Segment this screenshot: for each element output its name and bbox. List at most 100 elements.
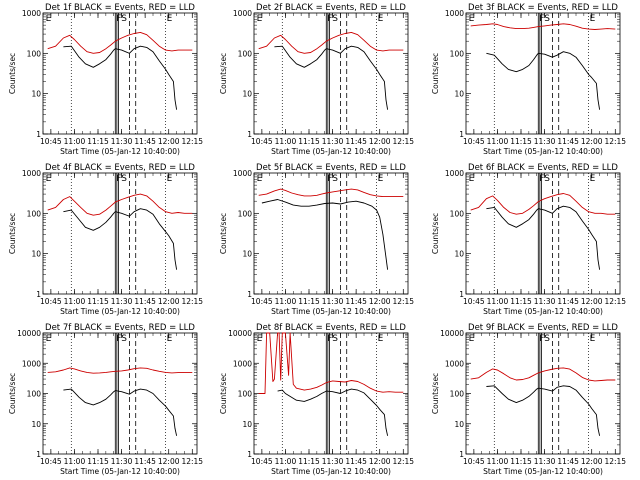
top-marker-label: FS <box>116 14 127 24</box>
x-tick-label: 11:15 <box>298 457 320 466</box>
x-tick-label: 11:15 <box>87 297 109 306</box>
plot-frame <box>465 172 621 295</box>
x-tick-label: 11:45 <box>557 137 579 146</box>
x-tick-label: 11:30 <box>322 137 344 146</box>
y-axis-label: Counts/sec <box>219 213 228 254</box>
x-tick-label: 10:45 <box>40 137 62 146</box>
y-axis-label: Counts/sec <box>431 53 440 94</box>
top-marker-label: E <box>590 14 596 24</box>
top-marker-label: FS <box>539 14 550 24</box>
y-axis-label: Counts/sec <box>8 213 17 254</box>
x-tick-label: 11:45 <box>134 137 156 146</box>
series-line-lld <box>47 367 193 374</box>
series-line-lld <box>470 367 616 382</box>
series-line-events <box>277 388 389 436</box>
x-tick-label: 12:15 <box>181 137 203 146</box>
y-axis-label: Counts/sec <box>219 53 228 94</box>
plot-frame <box>253 12 409 135</box>
top-marker-label: FS <box>327 334 338 344</box>
y-tick-label: 10000 <box>228 329 252 338</box>
x-axis-label: Start Time (05-Jan-12 10:40:00) <box>483 467 603 476</box>
series-line-events <box>486 51 601 110</box>
y-tick-label: 100 <box>238 209 253 218</box>
y-tick-label: 10 <box>31 90 41 99</box>
series-line-events <box>486 385 601 436</box>
x-tick-label: 11:15 <box>510 137 532 146</box>
plot-frame <box>465 12 621 135</box>
x-tick-label: 11:00 <box>487 457 509 466</box>
top-marker-label: FS <box>327 14 338 24</box>
plot-frame <box>253 172 409 295</box>
top-marker-label: E <box>590 174 596 184</box>
y-tick-label: 1 <box>459 450 464 459</box>
top-marker-label: E <box>378 14 384 24</box>
y-tick-label: 1 <box>36 450 41 459</box>
chart-title: Det 8f BLACK = Events, RED = LLD <box>256 323 406 333</box>
y-tick-label: 10000 <box>17 329 41 338</box>
chart-panel-6: Det 6f BLACK = Events, RED = LLD 1 10 100 10… <box>431 163 626 316</box>
top-marker-label: FS <box>116 174 127 184</box>
y-tick-label: 1000 <box>445 359 464 368</box>
series-line-events <box>63 208 178 270</box>
y-tick-label: 1000 <box>445 9 464 18</box>
y-tick-label: 1 <box>36 290 41 299</box>
x-tick-label: 11:30 <box>111 297 133 306</box>
x-tick-label: 11:30 <box>111 457 133 466</box>
plot-frame <box>465 332 621 455</box>
series-line-events <box>274 45 389 110</box>
y-tick-label: 10 <box>454 420 464 429</box>
series-line-events <box>63 45 178 110</box>
x-axis-label: Start Time (05-Jan-12 10:40:00) <box>60 307 180 316</box>
y-tick-label: 100 <box>238 49 253 58</box>
x-axis-label: Start Time (05-Jan-12 10:40:00) <box>271 147 391 156</box>
chart-title: Det 4f BLACK = Events, RED = LLD <box>45 163 195 173</box>
chart-panel-9: Det 9f BLACK = Events, RED = LLD 1 10 100 10… <box>431 323 626 476</box>
x-tick-label: 11:30 <box>534 457 556 466</box>
top-marker-label: E <box>378 334 384 344</box>
chart-title: Det 7f BLACK = Events, RED = LLD <box>45 323 195 333</box>
top-marker-label: E <box>257 334 263 344</box>
series-line-events <box>261 199 389 270</box>
x-axis-label: Start Time (05-Jan-12 10:40:00) <box>483 147 603 156</box>
x-tick-label: 11:00 <box>64 137 86 146</box>
x-tick-label: 11:15 <box>87 457 109 466</box>
y-tick-label: 10000 <box>440 329 464 338</box>
chart-panel-8: Det 8f BLACK = Events, RED = LLD 1 10 100 10… <box>219 323 414 476</box>
x-tick-label: 12:15 <box>392 137 414 146</box>
y-tick-label: 10 <box>31 250 41 259</box>
y-tick-label: 10 <box>242 250 252 259</box>
x-tick-label: 11:30 <box>534 297 556 306</box>
y-tick-label: 100 <box>450 49 465 58</box>
x-tick-label: 11:15 <box>298 297 320 306</box>
x-tick-label: 10:45 <box>251 457 273 466</box>
x-tick-label: 12:15 <box>181 457 203 466</box>
x-tick-label: 12:00 <box>369 297 391 306</box>
y-tick-label: 100 <box>27 49 42 58</box>
chart-title: Det 9f BLACK = Events, RED = LLD <box>468 323 618 333</box>
y-axis-label: Counts/sec <box>8 53 17 94</box>
y-tick-label: 100 <box>238 390 253 399</box>
top-marker-label: E <box>378 174 384 184</box>
chart-title: Det 2f BLACK = Events, RED = LLD <box>256 3 406 13</box>
x-tick-label: 11:00 <box>275 297 297 306</box>
x-tick-label: 10:45 <box>40 457 62 466</box>
x-tick-label: 10:45 <box>463 137 485 146</box>
chart-panel-2: Det 2f BLACK = Events, RED = LLD 1 10 100 10… <box>219 3 414 156</box>
x-tick-label: 10:45 <box>251 137 273 146</box>
y-tick-label: 1000 <box>233 9 252 18</box>
chart-panel-7: Det 7f BLACK = Events, RED = LLD 1 10 100 10… <box>8 323 203 476</box>
top-marker-label: E <box>469 14 475 24</box>
x-tick-label: 11:30 <box>322 457 344 466</box>
x-axis-label: Start Time (05-Jan-12 10:40:00) <box>483 307 603 316</box>
x-tick-label: 12:00 <box>369 137 391 146</box>
x-tick-label: 11:00 <box>487 297 509 306</box>
x-tick-label: 11:00 <box>275 457 297 466</box>
top-marker-label: FS <box>539 174 550 184</box>
chart-panel-4: Det 4f BLACK = Events, RED = LLD 1 10 100 10… <box>8 163 203 316</box>
x-tick-label: 11:00 <box>64 297 86 306</box>
x-tick-label: 10:45 <box>463 297 485 306</box>
x-axis-label: Start Time (05-Jan-12 10:40:00) <box>60 467 180 476</box>
y-tick-label: 1 <box>247 290 252 299</box>
y-tick-label: 100 <box>27 390 42 399</box>
top-marker-label: E <box>167 174 173 184</box>
